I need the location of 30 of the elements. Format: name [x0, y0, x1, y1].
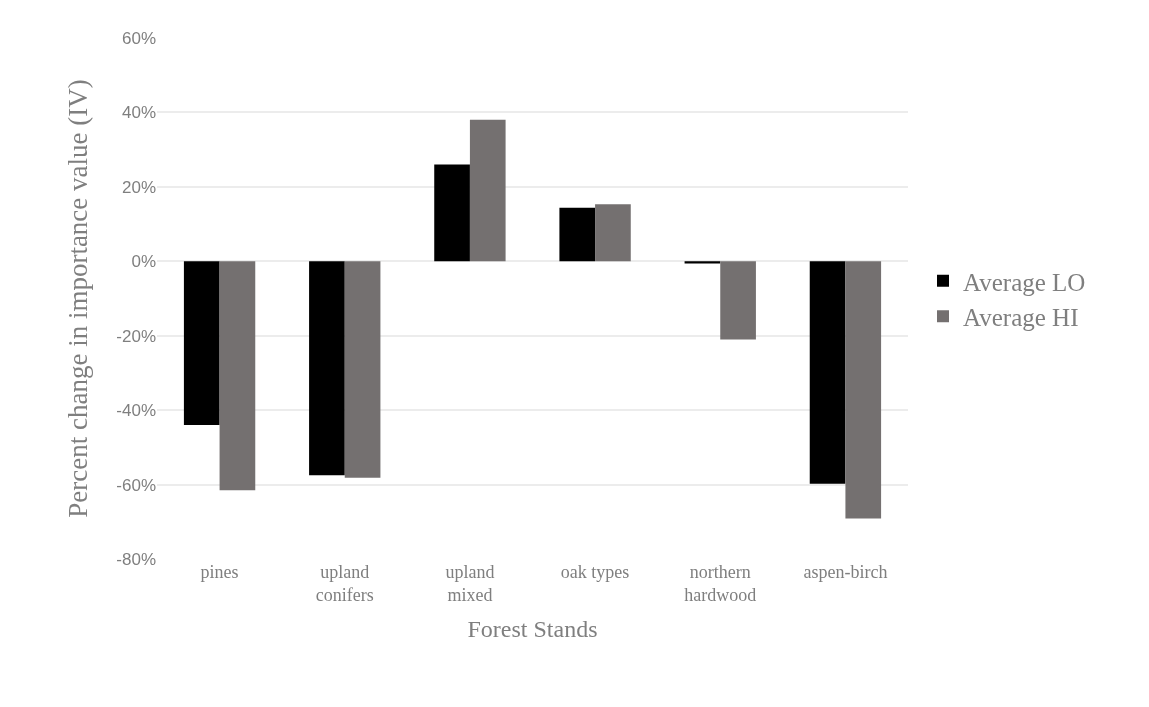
y-tick-label: -60%	[116, 475, 156, 495]
x-tick-label: northern hardwood	[684, 562, 757, 606]
bar	[595, 204, 631, 262]
bar	[720, 261, 756, 340]
legend-label: Average HI	[963, 304, 1079, 331]
bar	[559, 207, 596, 262]
y-tick-label: 20%	[121, 177, 156, 197]
y-tick-label: 40%	[121, 103, 156, 123]
x-axis-title: Forest Stands	[467, 615, 598, 642]
bar	[344, 261, 381, 478]
x-tick-label: upland mixed	[445, 562, 495, 606]
y-tick-label: -20%	[116, 326, 156, 346]
y-tick-label: 60%	[121, 28, 156, 48]
x-tick-label: pines	[200, 562, 239, 582]
x-tick-label: oak types	[560, 562, 630, 582]
bar	[469, 119, 506, 262]
bar	[434, 164, 470, 262]
legend-label: Average LO	[963, 268, 1086, 296]
y-tick-label: 0%	[131, 252, 156, 272]
bar	[845, 261, 882, 519]
bar	[309, 261, 345, 476]
x-tick-label: upland conifers	[315, 562, 374, 606]
x-tick-label: aspen-birch	[803, 562, 888, 582]
bar	[809, 261, 846, 484]
y-axis-title: Percent change in importance value (IV)	[63, 79, 94, 518]
bar	[684, 261, 721, 264]
bar	[219, 261, 256, 491]
bar	[183, 261, 220, 426]
y-tick-label: -40%	[116, 401, 156, 421]
y-tick-label: -80%	[116, 549, 156, 569]
